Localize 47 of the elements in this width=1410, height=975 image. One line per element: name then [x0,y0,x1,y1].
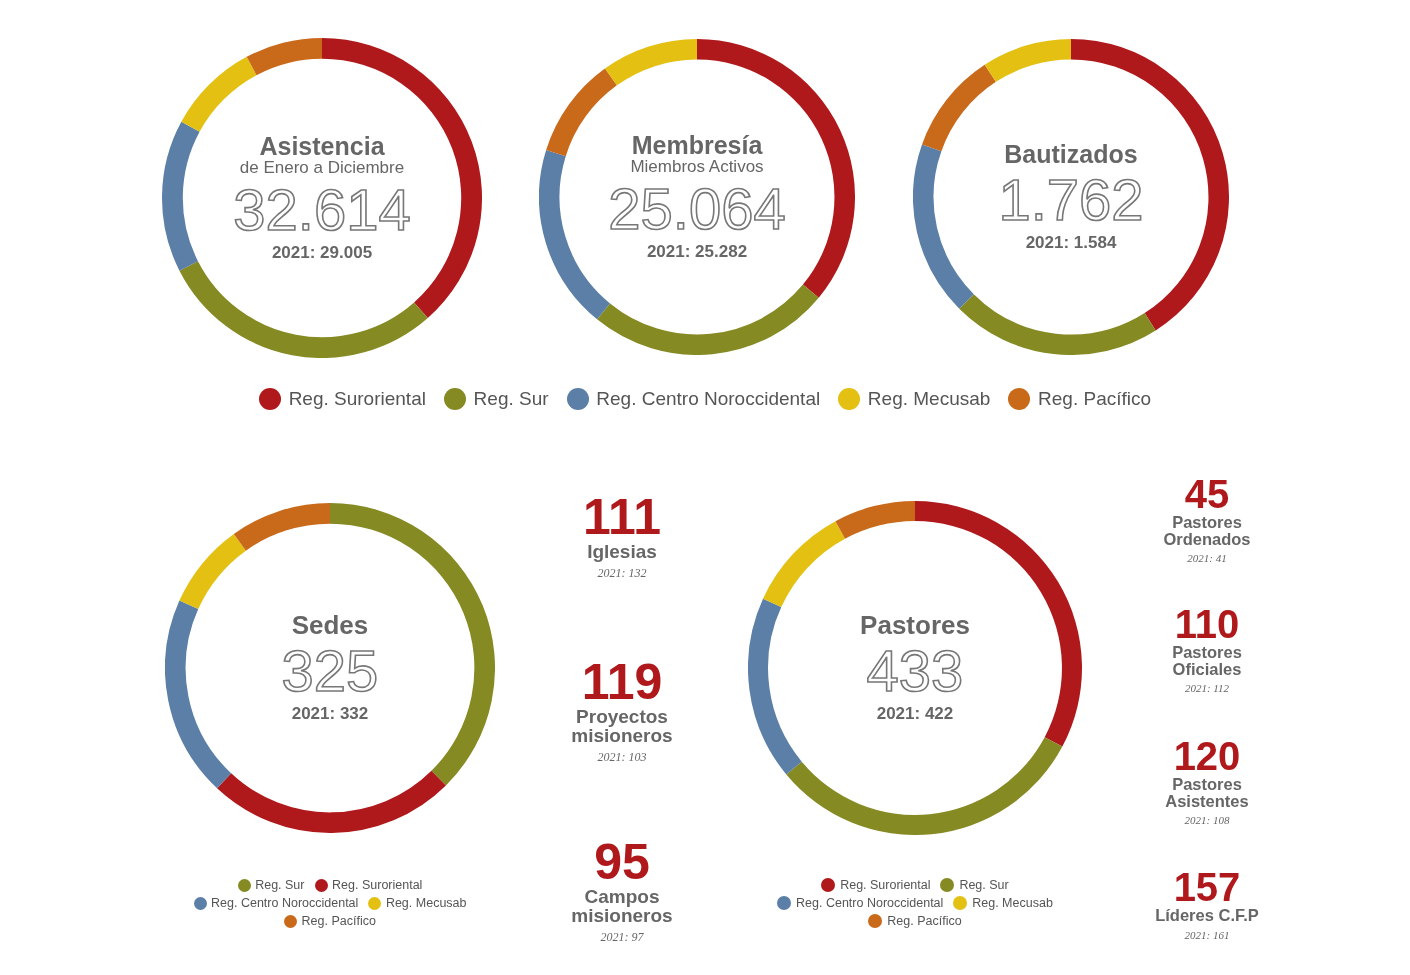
text: 2021: 97 [600,930,644,945]
legend-label: Reg. Sur [255,878,305,892]
text: 120 [1173,734,1241,778]
text: Pastores Asistentes [1164,775,1250,810]
text: Pastores Ordenados [1162,513,1252,548]
legend-label: Reg. Suroriental [288,388,426,410]
legend-label: Reg. Centro Noroccidental [596,388,821,410]
text: Pastores Oficiales [1171,643,1243,678]
legend-label: Reg. Suroriental [332,878,423,892]
text: 2021: 112 [1184,682,1230,694]
text: 2021: 422 [876,704,954,725]
text: 433 [866,638,964,704]
text: 2021: 41 [1187,552,1227,564]
text: 2021: 1.584 [1025,232,1117,253]
text: 325 [281,638,379,704]
legend-label: Reg. Suroriental [840,878,931,892]
text: 45 [1184,472,1230,516]
legend-label: Reg. Pacífico [1038,388,1152,410]
text: 2021: 29.005 [271,242,373,263]
legend-label: Reg. Centro Noroccidental [211,896,359,910]
text: Asistencia [259,132,385,161]
text: 1.762 [998,166,1144,232]
legend-label: Reg. Sur [959,878,1009,892]
text: 2021: 132 [597,566,647,581]
text: Miembros Activos [630,157,764,178]
text: Pastores [860,609,970,640]
text: Sedes [291,609,369,640]
legend-label: Reg. Pacífico [887,914,962,928]
legend-label: Reg. Centro Noroccidental [796,896,944,910]
legend-label: Reg. Mecusab [385,896,467,910]
text: Membresía [631,131,763,160]
legend-label: Reg. Sur [473,388,549,410]
text: 25.064 [608,176,786,242]
text: Bautizados [1004,140,1138,169]
text: 110 [1174,602,1240,646]
text: de Enero a Diciembre [239,158,405,179]
text: 157 [1173,865,1241,909]
text: 2021: 108 [1184,814,1230,826]
text: 32.614 [233,177,411,243]
text: 2021: 332 [291,704,369,725]
text: 2021: 103 [597,750,647,765]
legend-label: Reg. Mecusab [972,896,1053,910]
legend-label: Reg. Pacífico [301,914,376,928]
text: 2021: 25.282 [646,241,748,262]
text: Líderes C.F.P [1155,906,1259,924]
text: 2021: 161 [1184,928,1230,941]
legend-label: Reg. Mecusab [867,388,991,410]
